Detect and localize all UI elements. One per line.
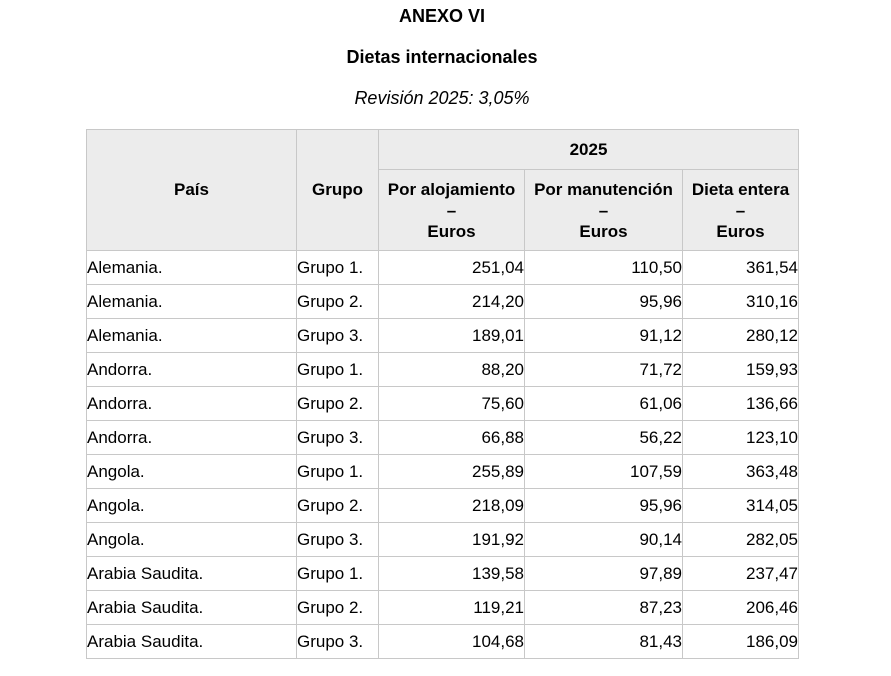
- cell-lodging: 191,92: [378, 522, 525, 557]
- cell-maintenance: 95,96: [524, 284, 683, 319]
- cell-country: Alemania.: [86, 318, 297, 353]
- table-row: Alemania. Grupo 1. 251,04 110,50 361,54: [86, 250, 800, 285]
- header-group: Grupo: [296, 129, 379, 251]
- header-lodging: Por alojamiento – Euros: [378, 169, 525, 251]
- cell-maintenance: 87,23: [524, 590, 683, 625]
- cell-full: 310,16: [681, 284, 800, 319]
- revision-note: Revisión 2025: 3,05%: [354, 88, 530, 108]
- cell-lodging: 218,09: [378, 488, 525, 523]
- header-country: País: [86, 129, 297, 251]
- table-row: Angola. Grupo 2. 218,09 95,96 314,05: [86, 488, 800, 523]
- cell-country: Alemania.: [86, 250, 297, 285]
- cell-full: 159,93: [681, 352, 800, 387]
- table-row: Andorra. Grupo 1. 88,20 71,72 159,93: [86, 352, 800, 387]
- cell-maintenance: 110,50: [524, 250, 683, 285]
- cell-maintenance: 81,43: [524, 624, 683, 659]
- header-full: Dieta entera – Euros: [681, 169, 800, 251]
- cell-full: 282,05: [681, 522, 800, 557]
- cell-lodging: 214,20: [378, 284, 525, 319]
- annex-title: ANEXO VI: [398, 6, 486, 26]
- header-year: 2025: [377, 129, 800, 170]
- table-row: Arabia Saudita. Grupo 3. 104,68 81,43 18…: [86, 624, 800, 659]
- annex-subtitle: Dietas internacionales: [346, 47, 538, 67]
- cell-group: Grupo 3.: [296, 522, 379, 557]
- cell-country: Arabia Saudita.: [86, 556, 297, 591]
- cell-full: 186,09: [681, 624, 800, 659]
- cell-lodging: 88,20: [378, 352, 525, 387]
- cell-maintenance: 56,22: [524, 420, 683, 455]
- cell-lodging: 139,58: [378, 556, 525, 591]
- cell-country: Angola.: [86, 454, 297, 489]
- cell-full: 206,46: [681, 590, 800, 625]
- cell-full: 280,12: [681, 318, 800, 353]
- table-row: Andorra. Grupo 3. 66,88 56,22 123,10: [86, 420, 800, 455]
- header-maintenance-label: Por manutención: [534, 179, 673, 199]
- cell-lodging: 66,88: [378, 420, 525, 455]
- cell-group: Grupo 1.: [296, 250, 379, 285]
- table-row: Arabia Saudita. Grupo 1. 139,58 97,89 23…: [86, 556, 800, 591]
- cell-maintenance: 71,72: [524, 352, 683, 387]
- header-full-unit: Euros: [716, 221, 765, 241]
- cell-maintenance: 95,96: [524, 488, 683, 523]
- cell-full: 136,66: [681, 386, 800, 421]
- cell-maintenance: 91,12: [524, 318, 683, 353]
- header-row-top: País Grupo 2025: [86, 129, 800, 251]
- cell-group: Grupo 1.: [296, 556, 379, 591]
- cell-lodging: 75,60: [378, 386, 525, 421]
- table-row: Angola. Grupo 3. 191,92 90,14 282,05: [86, 522, 800, 557]
- cell-full: 361,54: [681, 250, 800, 285]
- table-row: Andorra. Grupo 2. 75,60 61,06 136,66: [86, 386, 800, 421]
- cell-group: Grupo 3.: [296, 318, 379, 353]
- cell-maintenance: 61,06: [524, 386, 683, 421]
- cell-lodging: 104,68: [378, 624, 525, 659]
- cell-country: Andorra.: [86, 352, 297, 387]
- header-lodging-label: Por alojamiento: [387, 179, 516, 199]
- header-full-label: Dieta entera: [691, 179, 790, 199]
- cell-country: Alemania.: [86, 284, 297, 319]
- cell-country: Arabia Saudita.: [86, 624, 297, 659]
- cell-maintenance: 90,14: [524, 522, 683, 557]
- cell-group: Grupo 1.: [296, 454, 379, 489]
- cell-group: Grupo 2.: [296, 386, 379, 421]
- cell-group: Grupo 3.: [296, 624, 379, 659]
- cell-lodging: 251,04: [378, 250, 525, 285]
- cell-maintenance: 97,89: [524, 556, 683, 591]
- cell-full: 123,10: [681, 420, 800, 455]
- cell-country: Angola.: [86, 488, 297, 523]
- table-row: Alemania. Grupo 2. 214,20 95,96 310,16: [86, 284, 800, 319]
- header-maintenance-unit: Euros: [579, 221, 628, 241]
- cell-group: Grupo 2.: [296, 488, 379, 523]
- cell-maintenance: 107,59: [524, 454, 683, 489]
- cell-country: Andorra.: [86, 386, 297, 421]
- cell-group: Grupo 2.: [296, 284, 379, 319]
- header-lodging-dash: –: [446, 200, 457, 220]
- cell-group: Grupo 3.: [296, 420, 379, 455]
- cell-country: Angola.: [86, 522, 297, 557]
- header-maintenance: Por manutención – Euros: [524, 169, 683, 251]
- header-row-bottom: Por alojamiento – Euros Por manutención …: [87, 169, 800, 251]
- cell-country: Andorra.: [86, 420, 297, 455]
- allowances-table: País Grupo 2025 Por alojamiento – Euros …: [86, 129, 800, 659]
- table-row: Angola. Grupo 1. 255,89 107,59 363,48: [86, 454, 800, 489]
- cell-full: 363,48: [681, 454, 800, 489]
- cell-group: Grupo 1.: [296, 352, 379, 387]
- cell-lodging: 119,21: [378, 590, 525, 625]
- table-row: Alemania. Grupo 3. 189,01 91,12 280,12: [86, 318, 800, 353]
- cell-group: Grupo 2.: [296, 590, 379, 625]
- cell-lodging: 189,01: [378, 318, 525, 353]
- header-full-dash: –: [735, 200, 746, 220]
- cell-full: 237,47: [681, 556, 800, 591]
- cell-country: Arabia Saudita.: [86, 590, 297, 625]
- table-row: Arabia Saudita. Grupo 2. 119,21 87,23 20…: [86, 590, 800, 625]
- header-maintenance-dash: –: [598, 200, 609, 220]
- header-lodging-unit: Euros: [427, 221, 476, 241]
- cell-full: 314,05: [681, 488, 800, 523]
- cell-lodging: 255,89: [378, 454, 525, 489]
